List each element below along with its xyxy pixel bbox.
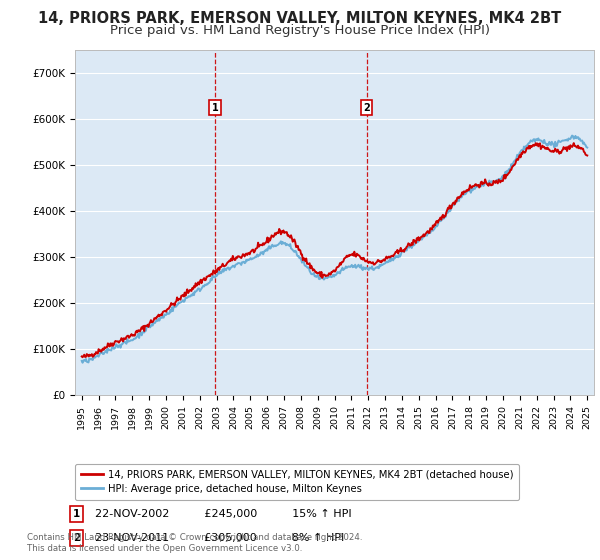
- Text: 1: 1: [211, 103, 218, 113]
- Text: 23-NOV-2011          £305,000          8% ↑ HPI: 23-NOV-2011 £305,000 8% ↑ HPI: [95, 533, 344, 543]
- Text: 22-NOV-2002          £245,000          15% ↑ HPI: 22-NOV-2002 £245,000 15% ↑ HPI: [95, 508, 352, 519]
- Text: 2: 2: [363, 103, 370, 113]
- Text: 1: 1: [73, 508, 80, 519]
- Text: Price paid vs. HM Land Registry's House Price Index (HPI): Price paid vs. HM Land Registry's House …: [110, 24, 490, 37]
- Text: 14, PRIORS PARK, EMERSON VALLEY, MILTON KEYNES, MK4 2BT: 14, PRIORS PARK, EMERSON VALLEY, MILTON …: [38, 11, 562, 26]
- Legend: 14, PRIORS PARK, EMERSON VALLEY, MILTON KEYNES, MK4 2BT (detached house), HPI: A: 14, PRIORS PARK, EMERSON VALLEY, MILTON …: [75, 464, 520, 500]
- Text: Contains HM Land Registry data © Crown copyright and database right 2024.
This d: Contains HM Land Registry data © Crown c…: [27, 533, 362, 553]
- Text: 2: 2: [73, 533, 80, 543]
